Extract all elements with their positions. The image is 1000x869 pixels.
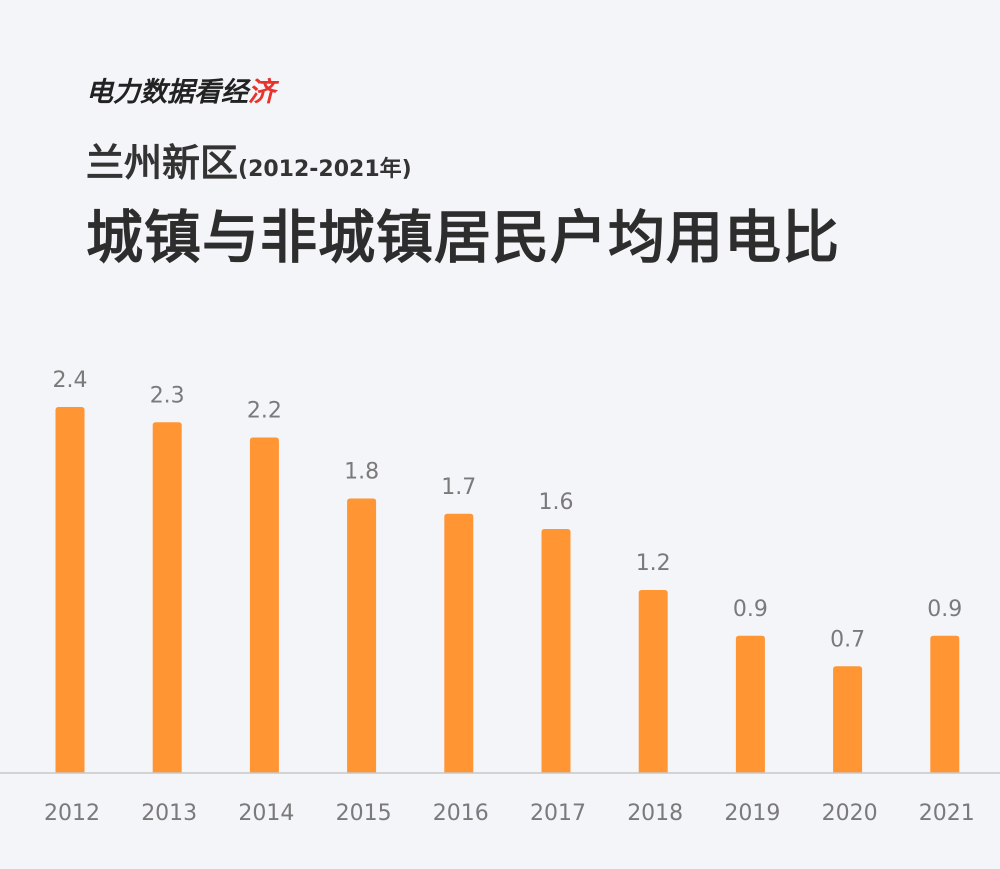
x-tick-2012: 2012	[44, 801, 100, 826]
value-label-2013: 2.3	[150, 383, 185, 408]
x-tick-2016: 2016	[433, 801, 489, 826]
value-label-2018: 1.2	[636, 551, 671, 576]
value-label-2014: 2.2	[247, 399, 282, 424]
brand-logo-accent: 济	[248, 77, 275, 108]
x-tick-2013: 2013	[141, 801, 197, 826]
value-label-2020: 0.7	[830, 627, 865, 652]
bar-2015	[347, 498, 377, 773]
value-label-2015: 1.8	[344, 460, 379, 485]
value-label-2017: 1.6	[539, 490, 574, 515]
brand-logo: 电力数据看经济	[86, 70, 275, 109]
bar-2021	[930, 635, 960, 773]
chart-title: 城镇与非城镇居民户均用电比	[86, 205, 840, 271]
bar-2019	[735, 635, 765, 773]
bar-2014	[249, 437, 279, 773]
year-range: (2012-2021年)	[238, 157, 412, 182]
bar-2016	[444, 513, 474, 773]
bar-2018	[638, 590, 668, 773]
bar-2017	[541, 529, 571, 773]
value-labels-group: 2.4 2.3 2.2 1.8 1.7 1.6 1.2 0.9 0.7 0.9	[53, 368, 963, 652]
x-tick-2018: 2018	[627, 801, 683, 826]
value-label-2019: 0.9	[733, 597, 768, 622]
x-tick-2019: 2019	[724, 801, 780, 826]
brand-logo-text: 电力数据看经	[86, 77, 248, 108]
x-tick-2020: 2020	[822, 801, 878, 826]
region-name: 兰州新区	[86, 141, 239, 185]
bar-2013	[152, 422, 182, 773]
x-tick-2014: 2014	[238, 801, 294, 826]
bar-2012	[55, 407, 85, 773]
value-label-2016: 1.7	[441, 475, 476, 500]
bars-group	[55, 407, 960, 773]
value-label-2012: 2.4	[53, 368, 88, 393]
x-tick-2015: 2015	[336, 801, 392, 826]
x-tick-2017: 2017	[530, 801, 586, 826]
value-label-2021: 0.9	[927, 597, 962, 622]
region-title: 兰州新区(2012-2021年)	[86, 132, 412, 187]
x-tick-labels-group: 2012 2013 2014 2015 2016 2017 2018 2019 2020 2021	[44, 801, 975, 826]
x-tick-2021: 2021	[919, 801, 975, 826]
bar-2020	[833, 666, 863, 773]
